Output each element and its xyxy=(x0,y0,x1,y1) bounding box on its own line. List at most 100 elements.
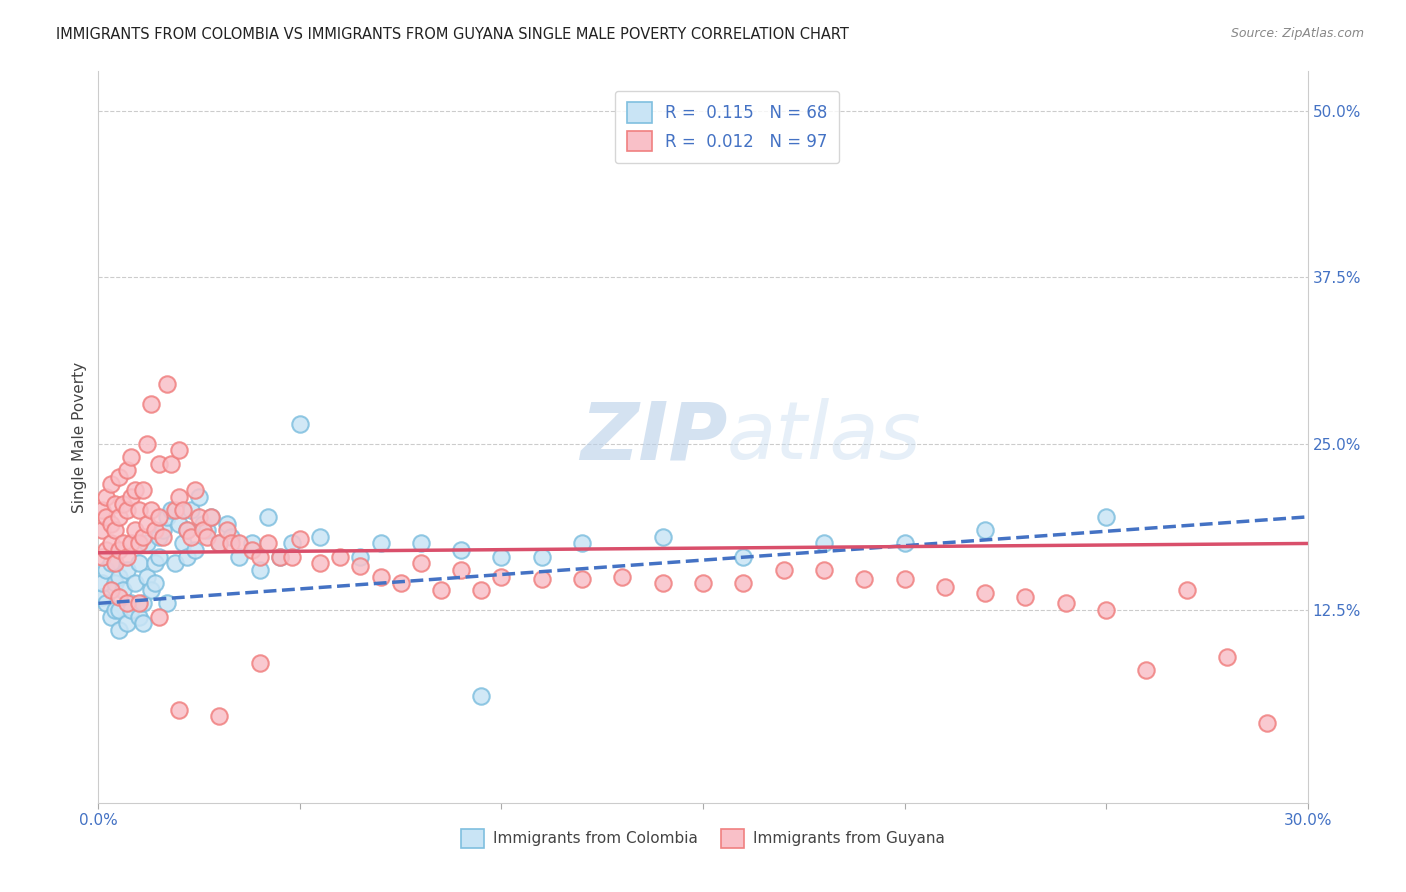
Point xyxy=(103,497,125,511)
Point xyxy=(491,570,513,584)
Point xyxy=(470,690,492,704)
Point xyxy=(893,536,915,550)
Point xyxy=(176,523,198,537)
Point xyxy=(96,490,118,504)
Point xyxy=(1175,582,1198,597)
Point xyxy=(139,503,162,517)
Point xyxy=(132,483,155,498)
Point xyxy=(100,536,122,550)
Point xyxy=(269,549,291,564)
Point xyxy=(217,523,239,537)
Point xyxy=(281,536,304,550)
Point xyxy=(167,703,190,717)
Point xyxy=(132,596,155,610)
Point xyxy=(269,549,291,564)
Point xyxy=(228,549,250,564)
Point xyxy=(135,570,157,584)
Point xyxy=(96,563,118,577)
Point xyxy=(111,497,134,511)
Point xyxy=(115,463,138,477)
Point xyxy=(143,557,166,571)
Point xyxy=(107,470,129,484)
Point xyxy=(132,530,155,544)
Point xyxy=(111,582,134,597)
Point xyxy=(470,582,492,597)
Point xyxy=(167,516,190,531)
Point xyxy=(115,616,138,631)
Point xyxy=(163,557,186,571)
Point xyxy=(409,536,432,550)
Point xyxy=(107,623,129,637)
Point xyxy=(188,509,211,524)
Point xyxy=(217,516,239,531)
Point xyxy=(176,523,198,537)
Point xyxy=(733,549,755,564)
Point xyxy=(184,543,207,558)
Point xyxy=(91,590,114,604)
Point xyxy=(853,573,876,587)
Point xyxy=(163,503,186,517)
Point xyxy=(139,582,162,597)
Point xyxy=(288,417,311,431)
Point xyxy=(107,509,129,524)
Point xyxy=(221,536,243,550)
Point xyxy=(124,523,146,537)
Point xyxy=(309,530,332,544)
Point xyxy=(571,536,593,550)
Point xyxy=(148,530,170,544)
Point xyxy=(135,536,157,550)
Point xyxy=(1256,716,1278,731)
Text: atlas: atlas xyxy=(727,398,922,476)
Point xyxy=(651,576,673,591)
Point xyxy=(370,536,392,550)
Point xyxy=(135,436,157,450)
Point xyxy=(1095,603,1118,617)
Point xyxy=(107,570,129,584)
Point xyxy=(389,576,412,591)
Point xyxy=(249,563,271,577)
Point xyxy=(120,596,142,610)
Text: Source: ZipAtlas.com: Source: ZipAtlas.com xyxy=(1230,27,1364,40)
Point xyxy=(167,443,190,458)
Text: ZIP: ZIP xyxy=(579,398,727,476)
Point xyxy=(143,576,166,591)
Point xyxy=(249,549,271,564)
Point xyxy=(221,530,243,544)
Point xyxy=(91,549,114,564)
Point xyxy=(530,549,553,564)
Point xyxy=(370,570,392,584)
Point xyxy=(974,585,997,599)
Point xyxy=(184,483,207,498)
Point xyxy=(152,530,174,544)
Point xyxy=(208,709,231,723)
Point xyxy=(430,582,453,597)
Point xyxy=(651,530,673,544)
Legend: Immigrants from Colombia, Immigrants from Guyana: Immigrants from Colombia, Immigrants fro… xyxy=(456,822,950,854)
Point xyxy=(107,590,129,604)
Point xyxy=(195,523,218,537)
Point xyxy=(281,549,304,564)
Point xyxy=(733,576,755,591)
Point xyxy=(349,559,371,574)
Point xyxy=(1135,663,1157,677)
Point xyxy=(309,557,332,571)
Text: IMMIGRANTS FROM COLOMBIA VS IMMIGRANTS FROM GUYANA SINGLE MALE POVERTY CORRELATI: IMMIGRANTS FROM COLOMBIA VS IMMIGRANTS F… xyxy=(56,27,849,42)
Point xyxy=(200,509,222,524)
Point xyxy=(128,609,150,624)
Point xyxy=(240,543,263,558)
Point xyxy=(193,523,215,537)
Point xyxy=(115,563,138,577)
Point xyxy=(91,523,114,537)
Point xyxy=(409,557,432,571)
Point xyxy=(100,476,122,491)
Point xyxy=(974,523,997,537)
Point xyxy=(329,549,352,564)
Point xyxy=(450,543,472,558)
Point xyxy=(107,603,129,617)
Point xyxy=(100,582,122,597)
Point xyxy=(124,576,146,591)
Point xyxy=(148,549,170,564)
Point xyxy=(128,596,150,610)
Point xyxy=(172,536,194,550)
Point xyxy=(249,656,271,670)
